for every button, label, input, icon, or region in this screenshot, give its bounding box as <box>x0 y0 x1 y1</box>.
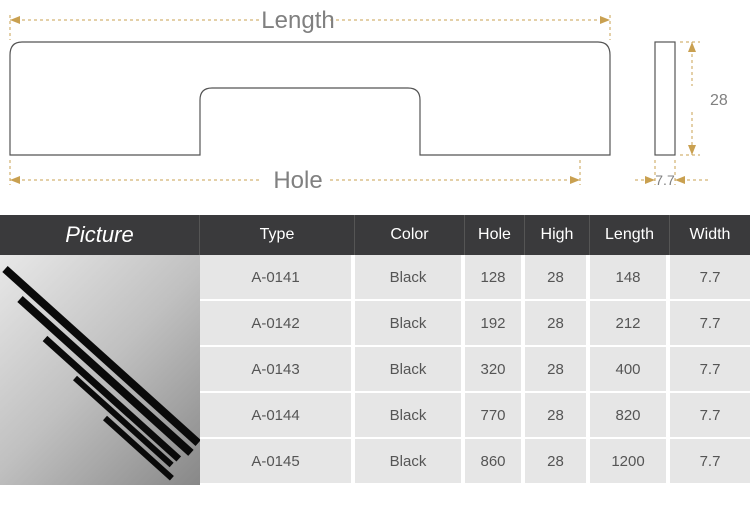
width-value: 7.7 <box>655 172 675 188</box>
spec-table: Picture Type Color Hole High Length Widt… <box>0 215 750 485</box>
table-row: A-0145 Black 860 28 1200 7.7 <box>200 439 750 485</box>
col-header-width: Width <box>670 215 750 255</box>
table-row: A-0141 Black 128 28 148 7.7 <box>200 255 750 301</box>
cell-color: Black <box>355 255 465 301</box>
col-header-high: High <box>525 215 590 255</box>
table-row: A-0142 Black 192 28 212 7.7 <box>200 301 750 347</box>
cell-type: A-0141 <box>200 255 355 301</box>
product-picture <box>0 255 200 485</box>
cell-high: 28 <box>525 393 590 439</box>
handle-side-outline <box>655 42 675 155</box>
cell-high: 28 <box>525 439 590 485</box>
col-header-hole: Hole <box>465 215 525 255</box>
cell-length: 400 <box>590 347 670 393</box>
cell-type: A-0143 <box>200 347 355 393</box>
cell-hole: 860 <box>465 439 525 485</box>
cell-high: 28 <box>525 301 590 347</box>
cell-length: 148 <box>590 255 670 301</box>
cell-width: 7.7 <box>670 255 750 301</box>
cell-high: 28 <box>525 255 590 301</box>
cell-color: Black <box>355 301 465 347</box>
handle-front-outline <box>10 42 610 155</box>
cell-type: A-0144 <box>200 393 355 439</box>
col-header-color: Color <box>355 215 465 255</box>
cell-high: 28 <box>525 347 590 393</box>
cell-width: 7.7 <box>670 347 750 393</box>
length-label: Length <box>261 7 334 34</box>
cell-length: 820 <box>590 393 670 439</box>
col-header-length: Length <box>590 215 670 255</box>
cell-hole: 192 <box>465 301 525 347</box>
dimension-diagram: Length Hole 28 <box>0 0 750 215</box>
cell-color: Black <box>355 347 465 393</box>
cell-width: 7.7 <box>670 439 750 485</box>
cell-length: 212 <box>590 301 670 347</box>
table-rows: A-0141 Black 128 28 148 7.7 A-0142 Black… <box>200 255 750 485</box>
cell-color: Black <box>355 439 465 485</box>
table-header-row: Picture Type Color Hole High Length Widt… <box>0 215 750 255</box>
cell-hole: 770 <box>465 393 525 439</box>
cell-length: 1200 <box>590 439 670 485</box>
diagram-svg: Length Hole 28 <box>0 0 750 215</box>
cell-type: A-0142 <box>200 301 355 347</box>
cell-hole: 320 <box>465 347 525 393</box>
col-header-picture: Picture <box>0 215 200 255</box>
table-row: A-0144 Black 770 28 820 7.7 <box>200 393 750 439</box>
cell-color: Black <box>355 393 465 439</box>
cell-width: 7.7 <box>670 393 750 439</box>
table-row: A-0143 Black 320 28 400 7.7 <box>200 347 750 393</box>
cell-width: 7.7 <box>670 301 750 347</box>
hole-label: Hole <box>273 167 322 194</box>
col-header-type: Type <box>200 215 355 255</box>
cell-hole: 128 <box>465 255 525 301</box>
cell-type: A-0145 <box>200 439 355 485</box>
height-value: 28 <box>710 92 728 109</box>
